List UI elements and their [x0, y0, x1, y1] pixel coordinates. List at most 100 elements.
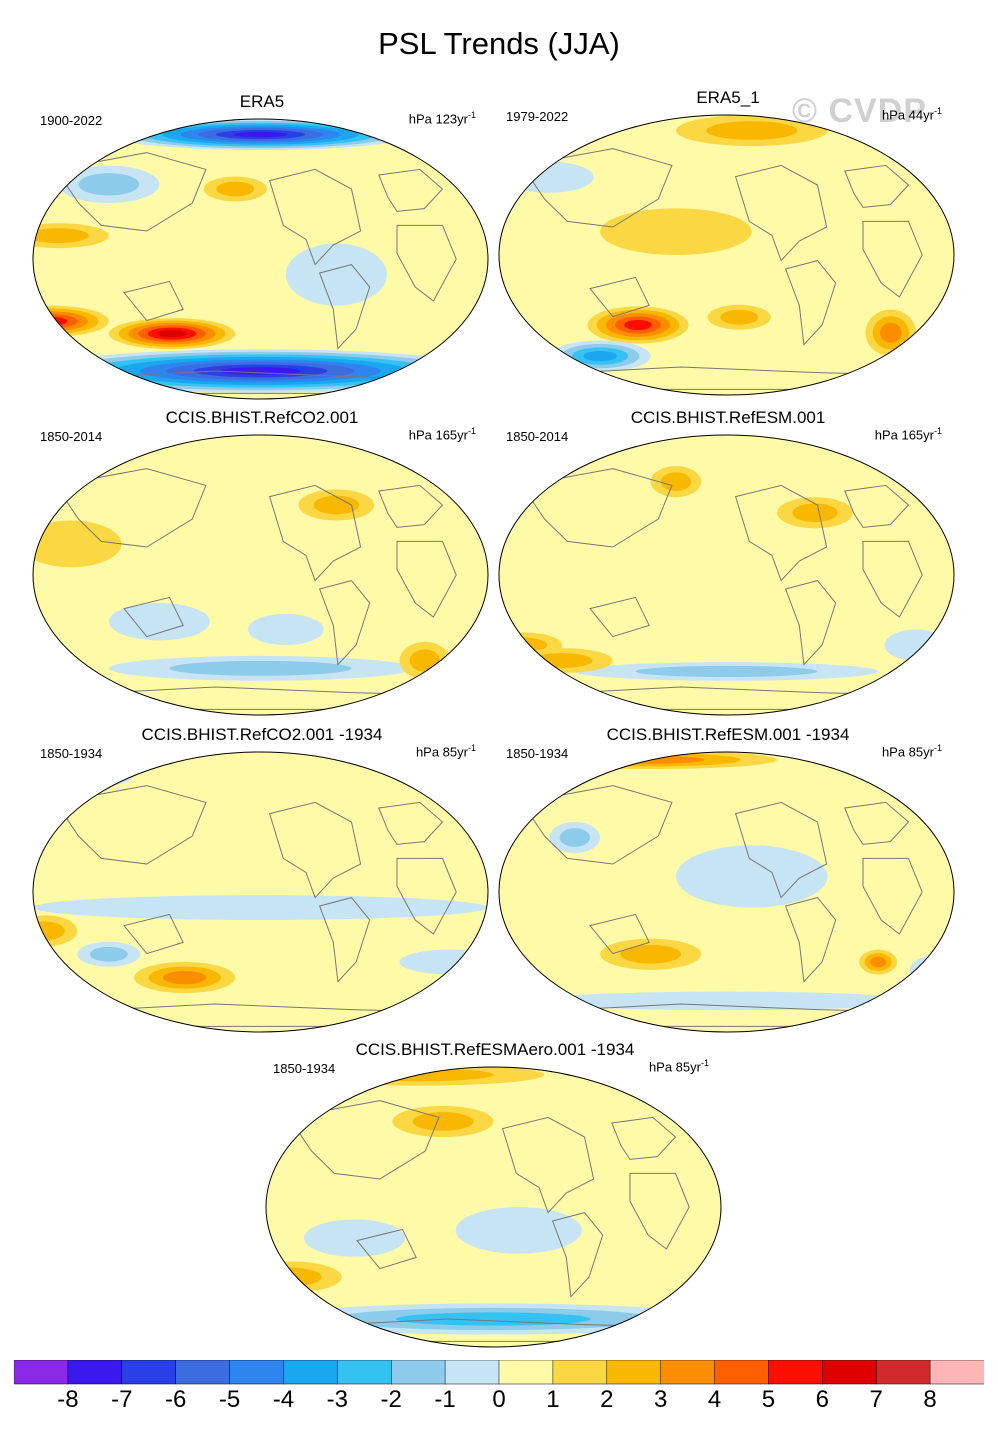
colorbar-label: 4: [707, 1386, 722, 1413]
trend-contour: [33, 228, 89, 244]
panel-period: 1979-2022: [506, 109, 569, 124]
coastline: [54, 468, 207, 548]
panel-period: 1900-2022: [40, 113, 103, 128]
trend-contour: [499, 346, 542, 366]
map-outline: [498, 114, 955, 396]
coastline: [318, 264, 371, 350]
panel-units: hPa 85yr-1: [881, 743, 942, 760]
map-panel-2: ERA5_1 1979-2022 hPa 44yr-1: [498, 88, 958, 396]
colorbar-label: -7: [111, 1386, 133, 1413]
colorbar-label: -5: [218, 1386, 241, 1413]
colorbar-box: [67, 1360, 123, 1385]
colorbar-box: [121, 1360, 177, 1385]
map-outline: [498, 751, 955, 1033]
colorbar-box: [337, 1360, 392, 1385]
watermark: © CVDP: [792, 92, 927, 130]
panel-units: hPa 44yr-1: [881, 106, 942, 123]
panel-units: hPa 85yr-1: [648, 1058, 709, 1075]
trend-contour: [499, 343, 550, 369]
trend-contour: [927, 963, 954, 977]
trend-contour: [409, 649, 440, 672]
panel-units: hPa 165yr-1: [408, 426, 476, 443]
panel-title: CCIS.BHIST.RefCO2.001 -1934: [141, 725, 383, 744]
map-outline: [32, 751, 489, 1033]
colorbar-box: [822, 1360, 877, 1385]
trend-contour: [108, 603, 210, 641]
map-outline: [32, 118, 489, 400]
map-panel-3: CCIS.BHIST.RefCO2.001 1850-2014 hPa 165yr-…: [32, 408, 492, 716]
trend-contour: [624, 319, 652, 331]
trend-contour: [499, 349, 533, 364]
coastline: [396, 224, 457, 302]
coastline: [378, 484, 444, 528]
trend-contour: [33, 762, 135, 788]
coastline: [396, 540, 457, 618]
trend-contour: [675, 845, 828, 908]
colorbar-label: -4: [272, 1386, 295, 1413]
panel-period: 1850-1934: [273, 1061, 336, 1076]
map-panel-7: CCIS.BHIST.RefESMAero.001 -1934 1850-1934…: [265, 1040, 725, 1348]
coastline: [520, 148, 673, 228]
trend-contour: [792, 503, 838, 523]
trend-contour: [870, 956, 887, 968]
panel-period: 1850-2014: [40, 429, 103, 444]
coastline: [520, 468, 673, 548]
map-panel-5: CCIS.BHIST.RefCO2.001 -1934 1850-1934 hPa …: [32, 725, 492, 1033]
coastline: [629, 1172, 690, 1250]
coastline: [589, 276, 650, 318]
trend-contour: [706, 121, 798, 140]
coastline: [844, 164, 910, 208]
trend-contour: [396, 1312, 591, 1326]
map-projection: [498, 434, 955, 716]
colorbar-box: [552, 1360, 608, 1385]
coastline: [356, 1228, 417, 1270]
coastline: [378, 801, 444, 845]
trend-contour: [313, 495, 360, 515]
trend-contour: [220, 367, 301, 375]
coastline: [54, 785, 207, 865]
map-projection: [498, 114, 955, 396]
trend-contour: [879, 322, 902, 343]
coastline: [862, 857, 923, 935]
coastline: [287, 1100, 440, 1180]
colorbar-box: [660, 1360, 716, 1385]
coastline: [520, 785, 673, 865]
colorbar-box: [390, 1360, 446, 1385]
coastline: [123, 596, 184, 638]
colorbar-box: [929, 1360, 984, 1385]
colorbar-label: 2: [600, 1386, 614, 1413]
colorbar-label: 1: [546, 1386, 560, 1413]
figure-title: PSL Trends (JJA): [378, 26, 620, 61]
trend-contour: [412, 1112, 474, 1131]
map-outline: [32, 434, 489, 716]
coastline: [734, 164, 828, 262]
colorbar-label: -2: [380, 1386, 402, 1413]
trend-contour: [505, 161, 594, 193]
trend-contour: [536, 991, 917, 1011]
coastline: [589, 913, 650, 955]
colorbar-box: [875, 1360, 931, 1385]
coastline: [844, 801, 910, 845]
map-projection: [32, 118, 489, 400]
trend-contour: [33, 520, 122, 568]
colorbar-label: 3: [654, 1386, 668, 1413]
panel-units: hPa 165yr-1: [874, 426, 942, 443]
coastline: [784, 260, 837, 346]
panel-period: 1850-2014: [506, 429, 569, 444]
colorbar-box: [444, 1360, 500, 1385]
coastline: [318, 580, 371, 666]
trend-contour: [36, 316, 68, 326]
colorbar-box: [175, 1360, 231, 1385]
panel-title: CCIS.BHIST.RefESMAero.001 -1934: [355, 1040, 635, 1059]
map-projection: [498, 751, 955, 1033]
coastline: [54, 152, 207, 232]
coastline: [123, 913, 184, 955]
coastline: [862, 220, 923, 298]
coastline: [268, 484, 362, 582]
coastline: [611, 1116, 677, 1160]
trend-contour: [583, 350, 617, 362]
colorbar-label: 7: [869, 1386, 883, 1413]
map-projection: [32, 434, 489, 716]
colorbar: [14, 1360, 984, 1385]
coastline: [268, 801, 362, 899]
